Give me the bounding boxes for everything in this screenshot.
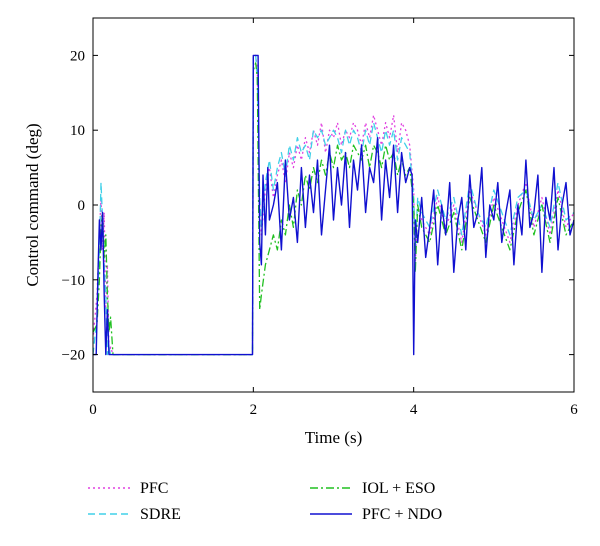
y-tick-label-2: 0 — [78, 198, 86, 214]
x-tick-label-3: 6 — [570, 402, 578, 418]
x-tick-label-1: 2 — [250, 402, 258, 418]
ticks-layer: 0 2 4 6 −20 −10 0 10 20 — [62, 18, 578, 418]
plot-frame — [92, 17, 575, 393]
legend-label-0: PFC — [140, 480, 168, 497]
legend-label-3: PFC + NDO — [362, 506, 442, 523]
x-tick-label-2: 4 — [410, 402, 418, 418]
x-tick-label-0: 0 — [89, 402, 97, 418]
legend-label-2: IOL + ESO — [362, 480, 435, 497]
y-tick-label-4: 20 — [70, 48, 85, 64]
x-axis-title: Time (s) — [305, 428, 362, 447]
series-line-0 — [92, 54, 575, 356]
legend: PFC SDRE IOL + ESO PFC + NDO — [88, 480, 442, 523]
series-line-1 — [92, 54, 575, 356]
y-tick-label-0: −20 — [62, 348, 85, 364]
y-tick-label-1: −10 — [62, 273, 85, 289]
legend-label-1: SDRE — [140, 506, 181, 523]
y-tick-label-3: 10 — [70, 123, 85, 139]
series-layer — [92, 54, 575, 356]
series-line-3 — [93, 54, 575, 356]
y-axis-title: Control command (deg) — [23, 123, 42, 286]
